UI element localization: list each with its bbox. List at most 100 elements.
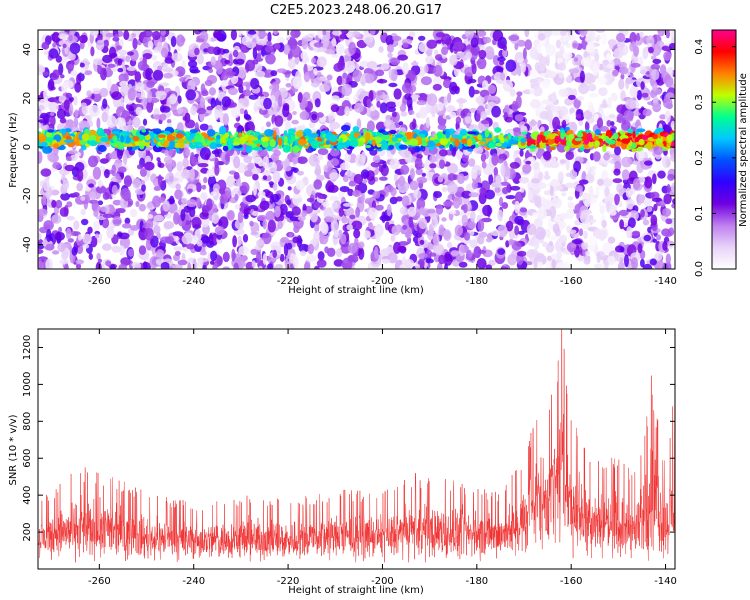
heatmap-cell — [562, 51, 573, 60]
heatmap-cell — [151, 55, 158, 61]
heatmap-cell — [502, 44, 507, 51]
heatmap-cell — [111, 184, 118, 195]
heatmap-cell — [222, 266, 231, 269]
heatmap-cell — [649, 90, 658, 99]
heatmap-cell — [391, 136, 399, 142]
heatmap-cell — [416, 153, 423, 159]
heatmap-cell — [432, 76, 442, 85]
heatmap-cell — [281, 160, 291, 167]
heatmap-cell — [665, 218, 673, 225]
heatmap-cell — [601, 220, 607, 228]
heatmap-cell — [370, 109, 380, 121]
heatmap-cell — [609, 43, 614, 50]
heatmap-cell — [376, 101, 381, 108]
heatmap-cell — [214, 226, 225, 236]
heatmap-cell — [394, 133, 404, 139]
heatmap-cell — [362, 179, 367, 184]
heatmap-cell — [509, 88, 516, 97]
heatmap-cell — [528, 120, 538, 126]
heatmap-cell — [80, 102, 87, 108]
heatmap-cell — [551, 161, 560, 168]
heatmap-cell — [613, 47, 624, 59]
heatmap-cell — [570, 243, 577, 248]
heatmap-cell — [344, 60, 356, 73]
heatmap-cell — [222, 145, 229, 152]
heatmap-cell — [366, 98, 372, 109]
heatmap-cell — [438, 149, 448, 157]
heatmap-cell — [181, 169, 191, 179]
heatmap-cell — [594, 52, 600, 62]
heatmap-cell — [188, 60, 198, 68]
heatmap-cell — [64, 80, 74, 89]
heatmap-cell — [558, 62, 566, 71]
heatmap-cell — [600, 230, 607, 238]
heatmap-cell — [476, 258, 487, 269]
heatmap-cell — [461, 214, 469, 227]
heatmap-cell — [375, 204, 384, 211]
heatmap-cell — [370, 105, 376, 112]
heatmap-cell — [365, 144, 372, 149]
heatmap-cell — [561, 119, 567, 130]
heatmap-cell — [333, 259, 344, 267]
heatmap-cell — [207, 129, 216, 137]
heatmap-cell — [635, 148, 646, 161]
heatmap-cell — [160, 82, 170, 87]
heatmap-cell — [640, 209, 645, 218]
heatmap-cell — [174, 189, 183, 200]
heatmap-cell — [163, 63, 169, 69]
heatmap-cell — [329, 149, 340, 157]
heatmap-cell — [64, 139, 74, 144]
heatmap-cell — [126, 135, 131, 144]
heatmap-cell — [536, 134, 542, 144]
heatmap-cell — [613, 168, 621, 176]
heatmap-cell — [533, 257, 538, 269]
heatmap-cell — [209, 37, 217, 42]
heatmap-cell — [620, 73, 625, 80]
heatmap-cell — [480, 119, 490, 125]
heatmap-cell — [340, 162, 350, 171]
heatmap-cell — [189, 129, 198, 134]
heatmap-cell — [596, 117, 604, 129]
heatmap-cell — [271, 193, 280, 203]
heatmap-cell — [644, 160, 653, 166]
heatmap-cell — [372, 139, 376, 147]
heatmap-cell — [102, 191, 110, 200]
heatmap-cell — [182, 157, 189, 168]
heatmap-cell — [522, 47, 527, 60]
heatmap-cell — [612, 178, 623, 184]
heatmap-cell — [191, 156, 198, 166]
heatmap-cell — [468, 192, 480, 198]
heatmap-cell — [339, 30, 349, 35]
heatmap-cell — [532, 86, 543, 97]
heatmap-cell — [579, 212, 591, 224]
heatmap-cell — [435, 32, 446, 38]
heatmap-cell — [176, 34, 185, 47]
heatmap-cell — [319, 204, 324, 210]
heatmap-cell — [420, 141, 428, 147]
heatmap-cell — [505, 220, 514, 232]
heatmap-cell — [539, 72, 546, 77]
heatmap-cell — [243, 208, 252, 215]
heatmap-cell — [88, 134, 98, 143]
heatmap-cell — [135, 82, 145, 93]
heatmap-cell — [479, 187, 487, 197]
heatmap-cell — [642, 108, 652, 117]
heatmap-cell — [552, 223, 560, 234]
heatmap-cell — [501, 202, 509, 209]
heatmap-cell — [524, 30, 530, 38]
heatmap-cell — [51, 31, 61, 43]
heatmap-cell — [110, 264, 116, 269]
heatmap-cell — [180, 209, 186, 222]
heatmap-cell — [355, 63, 360, 71]
heatmap-cell — [76, 182, 84, 192]
heatmap-cell — [293, 225, 300, 234]
heatmap-cell — [62, 179, 70, 190]
heatmap-cell — [549, 205, 557, 219]
heatmap-cell — [348, 41, 357, 55]
heatmap-cell — [64, 164, 76, 172]
heatmap-cell — [208, 232, 214, 246]
heatmap-cell — [93, 220, 100, 231]
heatmap-cell — [616, 32, 626, 43]
heatmap-cell — [317, 30, 323, 39]
heatmap-cell — [633, 86, 638, 98]
